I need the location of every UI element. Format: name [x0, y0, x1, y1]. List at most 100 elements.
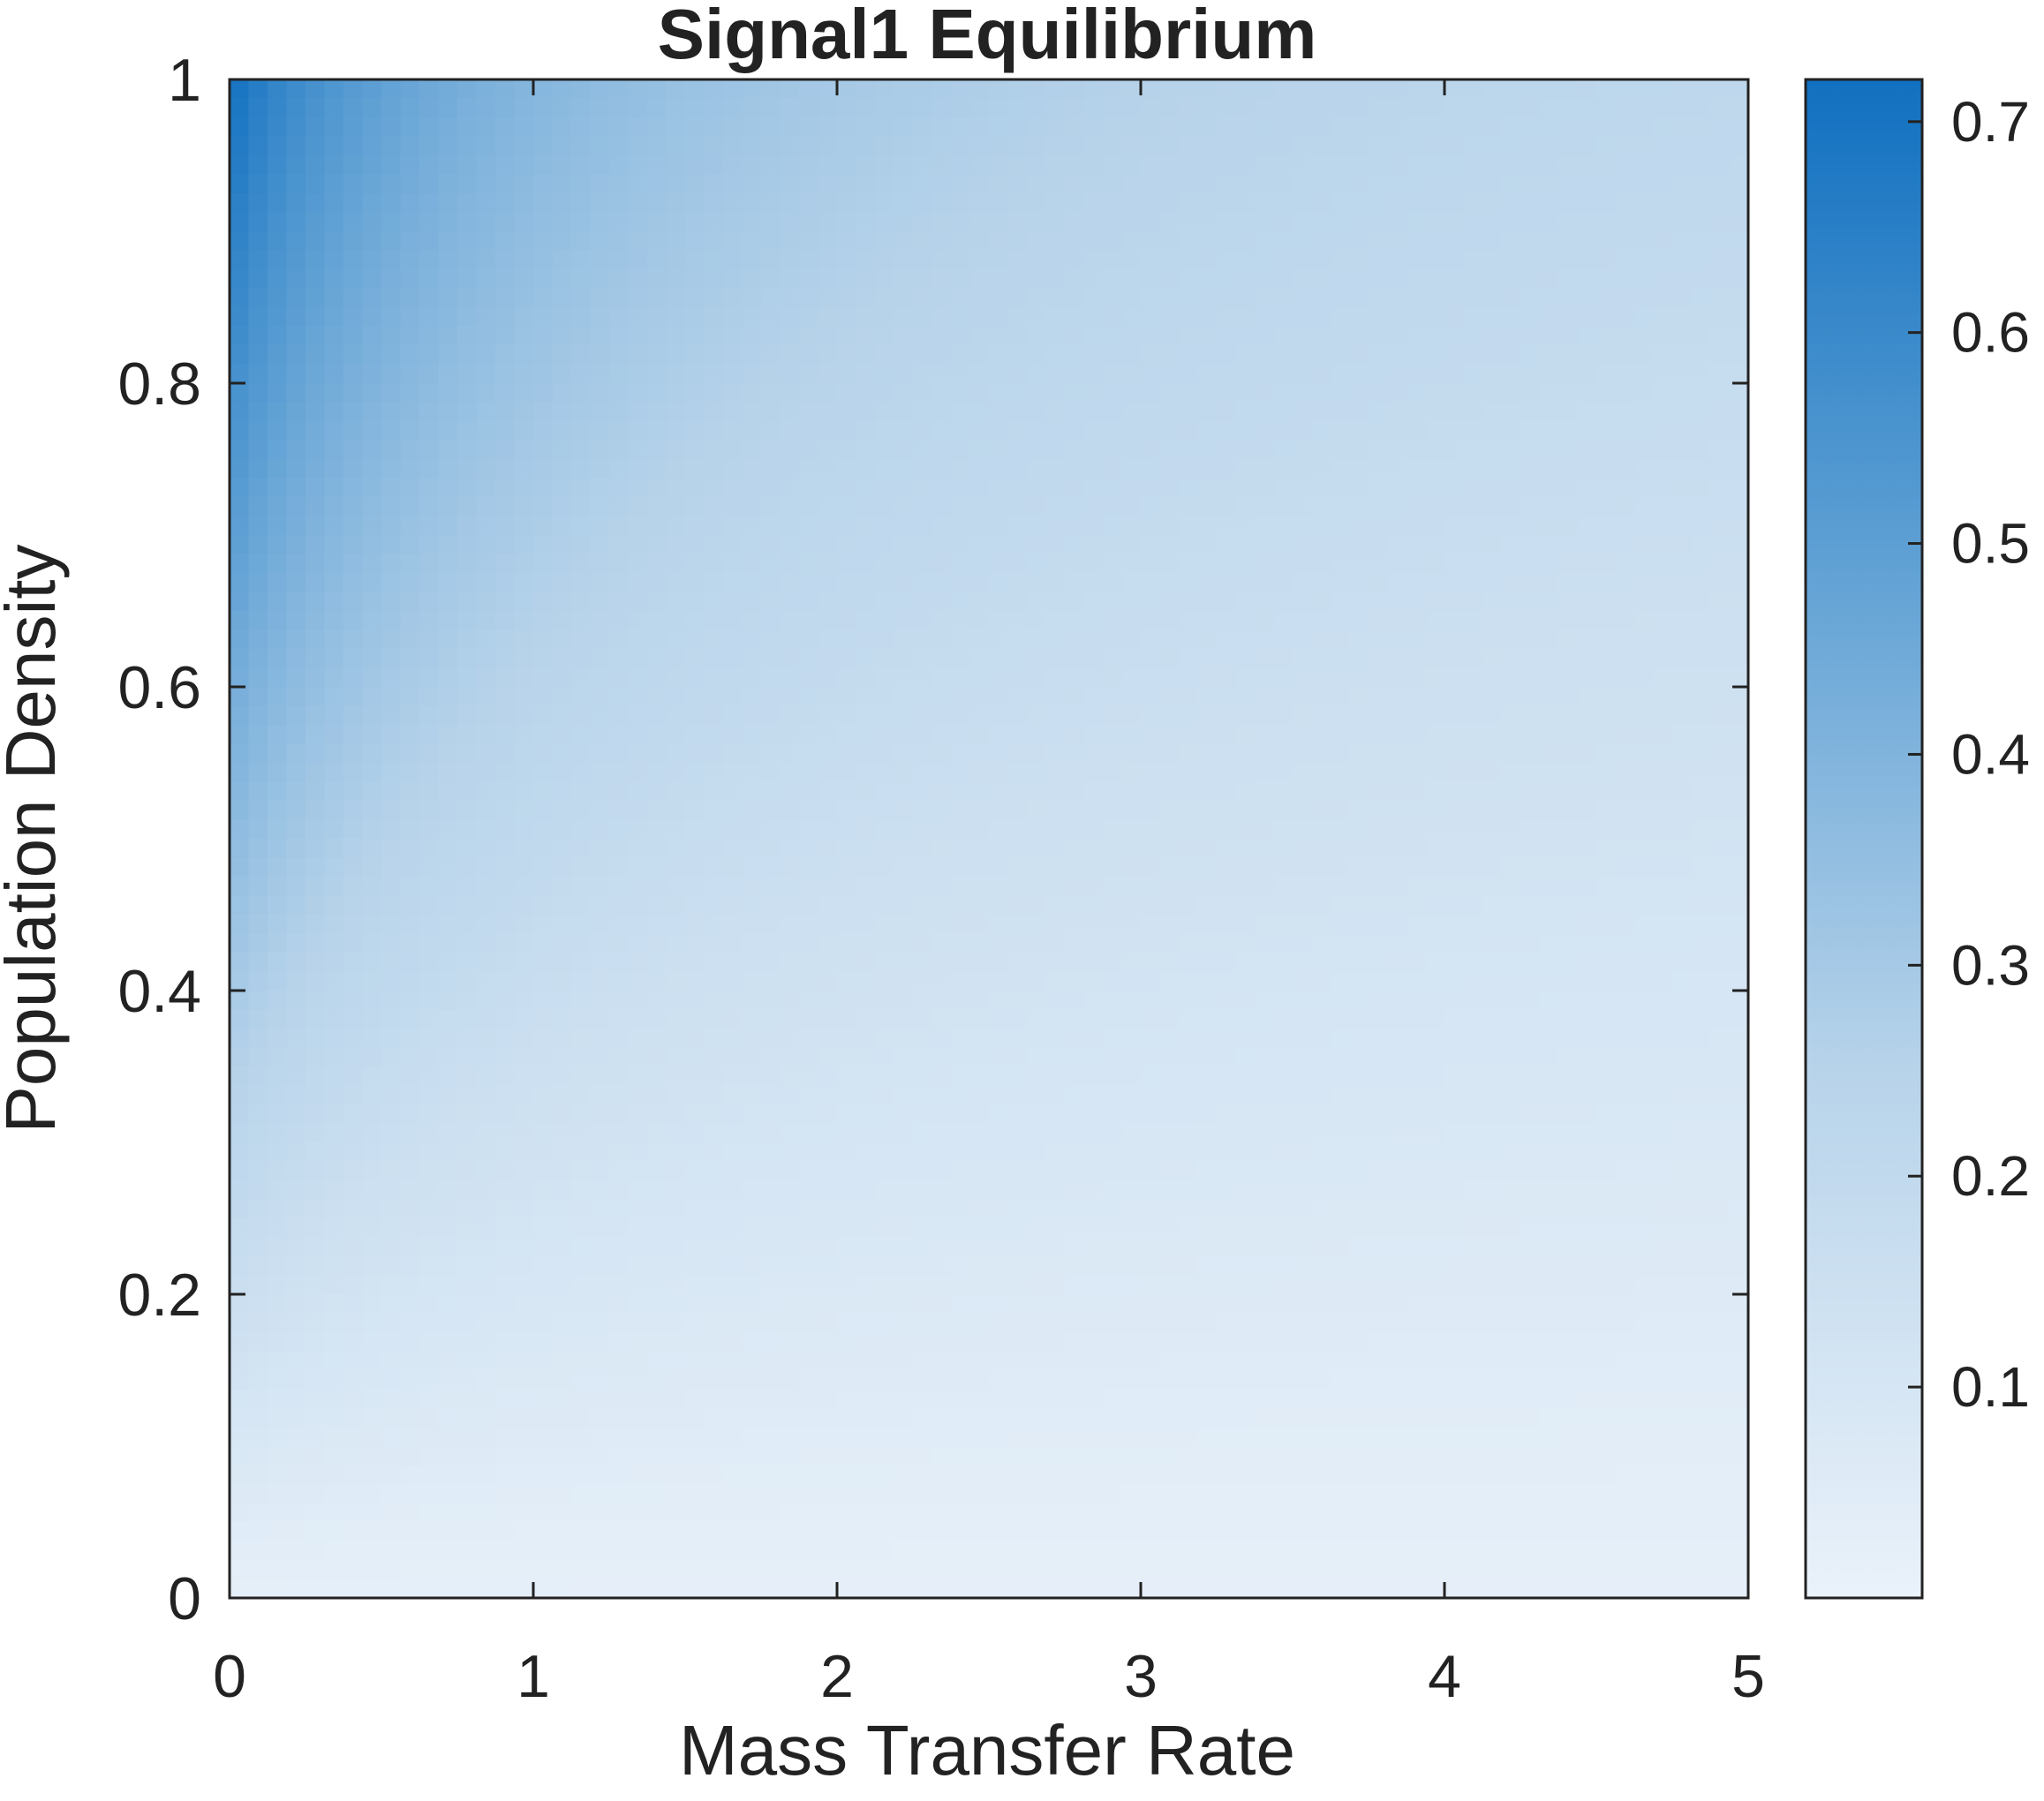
heatmap-cell: [1103, 174, 1123, 194]
heatmap-cell: [951, 1256, 971, 1277]
heatmap-cell: [1387, 1047, 1407, 1067]
heatmap-cell: [381, 1218, 402, 1239]
heatmap-cell: [400, 1503, 420, 1523]
heatmap-cell: [1007, 857, 1028, 878]
heatmap-cell: [837, 953, 857, 973]
heatmap-cell: [1103, 971, 1123, 991]
heatmap-cell: [248, 1123, 268, 1143]
heatmap-cell: [1311, 79, 1331, 100]
heatmap-cell: [628, 801, 648, 821]
heatmap-cell: [495, 1294, 516, 1315]
heatmap-cell: [571, 1579, 592, 1599]
heatmap-cell: [761, 1161, 781, 1181]
heatmap-cell: [1293, 440, 1313, 460]
heatmap-cell: [1045, 1465, 1066, 1485]
heatmap-cell: [761, 611, 781, 631]
heatmap-cell: [894, 592, 914, 612]
heatmap-cell: [780, 667, 800, 688]
heatmap-cell: [1273, 364, 1294, 384]
heatmap-cell: [1065, 743, 1085, 764]
heatmap-cell: [1293, 383, 1313, 403]
heatmap-cell: [1083, 933, 1104, 953]
heatmap-cell: [1027, 592, 1047, 612]
heatmap-cell: [894, 933, 914, 953]
heatmap-cell: [1331, 629, 1351, 650]
heatmap-cell: [343, 421, 364, 441]
heatmap-cell: [704, 895, 724, 916]
heatmap-cell: [324, 155, 344, 176]
heatmap-cell: [381, 117, 402, 138]
heatmap-cell: [913, 801, 933, 821]
heatmap-cell: [969, 933, 990, 953]
heatmap-cell: [1273, 1351, 1294, 1371]
heatmap-cell: [1141, 763, 1161, 783]
heatmap-cell: [495, 1503, 516, 1523]
heatmap-cell: [533, 687, 554, 707]
heatmap-cell: [1273, 667, 1294, 688]
heatmap-cell: [742, 345, 762, 365]
heatmap-cell: [381, 743, 402, 764]
heatmap-cell: [951, 877, 971, 897]
heatmap-cell: [1255, 1237, 1275, 1257]
heatmap-cell: [951, 288, 971, 308]
heatmap-cell: [1255, 971, 1275, 991]
heatmap-cell: [1179, 1389, 1199, 1409]
heatmap-cell: [305, 1009, 326, 1029]
heatmap-cell: [305, 1579, 326, 1599]
heatmap-cell: [931, 687, 952, 707]
heatmap-cell: [514, 667, 534, 688]
heatmap-cell: [989, 725, 1009, 745]
heatmap-cell: [913, 1389, 933, 1409]
heatmap-cell: [761, 1029, 781, 1049]
heatmap-cell: [268, 174, 288, 194]
heatmap-cell: [951, 953, 971, 973]
heatmap-cell: [1387, 1427, 1407, 1447]
heatmap-cell: [989, 705, 1009, 726]
heatmap-cell: [343, 877, 364, 897]
heatmap-cell: [1349, 857, 1369, 878]
heatmap-cell: [1217, 1579, 1237, 1599]
heatmap-cell: [457, 1465, 478, 1485]
heatmap-cell: [666, 307, 686, 328]
heatmap-cell: [799, 1427, 819, 1447]
heatmap-cell: [305, 991, 326, 1011]
heatmap-cell: [1141, 1029, 1161, 1049]
heatmap-cell: [989, 857, 1009, 878]
heatmap-cell: [1121, 383, 1142, 403]
heatmap-cell: [1255, 933, 1275, 953]
heatmap-cell: [1103, 857, 1123, 878]
heatmap-cell: [1255, 1180, 1275, 1201]
heatmap-cell: [647, 1389, 668, 1409]
heatmap-cell: [799, 117, 819, 138]
heatmap-cell: [761, 877, 781, 897]
heatmap-cell: [324, 1332, 344, 1353]
heatmap-cell: [1141, 1237, 1161, 1257]
heatmap-cell: [685, 1541, 705, 1561]
heatmap-cell: [1349, 326, 1369, 346]
heatmap-cell: [1141, 801, 1161, 821]
heatmap-cell: [1273, 1446, 1294, 1466]
heatmap-cell: [1273, 1522, 1294, 1542]
heatmap-cell: [856, 79, 876, 100]
heatmap-cell: [514, 573, 534, 593]
heatmap-cell: [628, 79, 648, 100]
heatmap-cell: [666, 687, 686, 707]
heatmap-cell: [457, 1332, 478, 1353]
heatmap-cell: [666, 117, 686, 138]
heatmap-cell: [362, 1351, 382, 1371]
heatmap-cell: [969, 705, 990, 726]
heatmap-cell: [230, 1142, 250, 1163]
heatmap-cell: [685, 288, 705, 308]
heatmap-cell: [1235, 1029, 1256, 1049]
heatmap-cell: [1407, 136, 1427, 156]
heatmap-cell: [1217, 1123, 1237, 1143]
heatmap-cell: [1159, 1256, 1180, 1277]
heatmap-cell: [856, 1275, 876, 1295]
heatmap-cell: [1121, 801, 1142, 821]
heatmap-cell: [381, 1123, 402, 1143]
heatmap-cell: [1273, 1237, 1294, 1257]
heatmap-cell: [1387, 364, 1407, 384]
heatmap-cell: [951, 933, 971, 953]
heatmap-cell: [1217, 478, 1237, 498]
heatmap-cell: [1235, 402, 1256, 422]
